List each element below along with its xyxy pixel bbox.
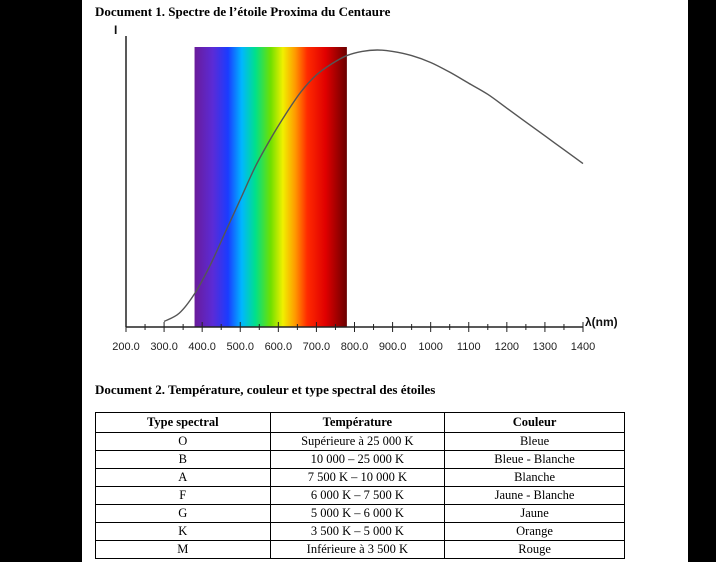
x-tick-label: 700.0: [303, 341, 331, 353]
spectral-type-table: Type spectral Température Couleur O Supé…: [95, 412, 625, 559]
header-color: Couleur: [444, 412, 625, 433]
cell-temperature: Supérieure à 25 000 K: [269, 432, 446, 451]
cell-type: K: [95, 522, 271, 541]
x-tick-label: 600.0: [265, 341, 293, 353]
cell-color: Jaune - Blanche: [444, 486, 625, 505]
x-tick-label: 300.0: [150, 341, 178, 353]
x-tick-label: 1300: [533, 341, 557, 353]
header-temperature: Température: [269, 412, 446, 433]
x-axis-label: λ(nm): [585, 315, 618, 329]
cell-color: Blanche: [444, 468, 625, 487]
cell-type: A: [95, 468, 271, 487]
x-tick-label: 1400: [571, 341, 595, 353]
table-row: G 5 000 K – 6 000 K Jaune: [95, 504, 625, 523]
cell-temperature: 6 000 K – 7 500 K: [269, 486, 446, 505]
table-header-row: Type spectral Température Couleur: [95, 412, 625, 433]
x-tick-label: 400.0: [188, 341, 216, 353]
table-row: O Supérieure à 25 000 K Bleue: [95, 432, 625, 451]
cell-color: Jaune: [444, 504, 625, 523]
x-tick-label: 200.0: [112, 341, 140, 353]
cell-type: M: [95, 540, 271, 559]
table-row: K 3 500 K – 5 000 K Orange: [95, 522, 625, 541]
spectrum-curve: [163, 49, 584, 323]
cell-color: Orange: [444, 522, 625, 541]
table-row: M Inférieure à 3 500 K Rouge: [95, 540, 625, 559]
cell-color: Rouge: [444, 540, 625, 559]
x-tick-label: 1100: [457, 341, 481, 353]
x-tick-label: 800.0: [341, 341, 369, 353]
cell-type: F: [95, 486, 271, 505]
y-axis-label: I: [114, 23, 117, 37]
x-tick-label: 900.0: [379, 341, 407, 353]
cell-temperature: Inférieure à 3 500 K: [269, 540, 446, 559]
x-tick-label: 1200: [495, 341, 519, 353]
document2-title: Document 2. Température, couleur et type…: [95, 382, 436, 397]
visible-spectrum-band: [194, 47, 347, 327]
document1-title: Document 1. Spectre de l’étoile Proxima …: [95, 4, 391, 19]
series-layer: [163, 49, 584, 323]
cell-temperature: 5 000 K – 6 000 K: [269, 504, 446, 523]
header-spectral-type: Type spectral: [95, 412, 271, 433]
x-tick-label: 500.0: [226, 341, 254, 353]
cell-type: O: [95, 432, 271, 451]
x-tick-label: 1000: [418, 341, 442, 353]
cell-temperature: 3 500 K – 5 000 K: [269, 522, 446, 541]
table-row: A 7 500 K – 10 000 K Blanche: [95, 468, 625, 487]
table-row: B 10 000 – 25 000 K Bleue - Blanche: [95, 450, 625, 469]
cell-type: G: [95, 504, 271, 523]
cell-color: Bleue - Blanche: [444, 450, 625, 469]
cell-temperature: 10 000 – 25 000 K: [269, 450, 446, 469]
x-axis-ticks: 200.0 300.0 400.0 500.0 600.0 700.0 800.0 900.0…: [112, 322, 595, 353]
cell-type: B: [95, 450, 271, 469]
cell-color: Bleue: [444, 432, 625, 451]
table-row: F 6 000 K – 7 500 K Jaune - Blanche: [95, 486, 625, 505]
spectrum-chart: 200.0 300.0 400.0 500.0 600.0 700.0 800.0 900.0…: [112, 23, 618, 353]
cell-temperature: 7 500 K – 10 000 K: [269, 468, 446, 487]
